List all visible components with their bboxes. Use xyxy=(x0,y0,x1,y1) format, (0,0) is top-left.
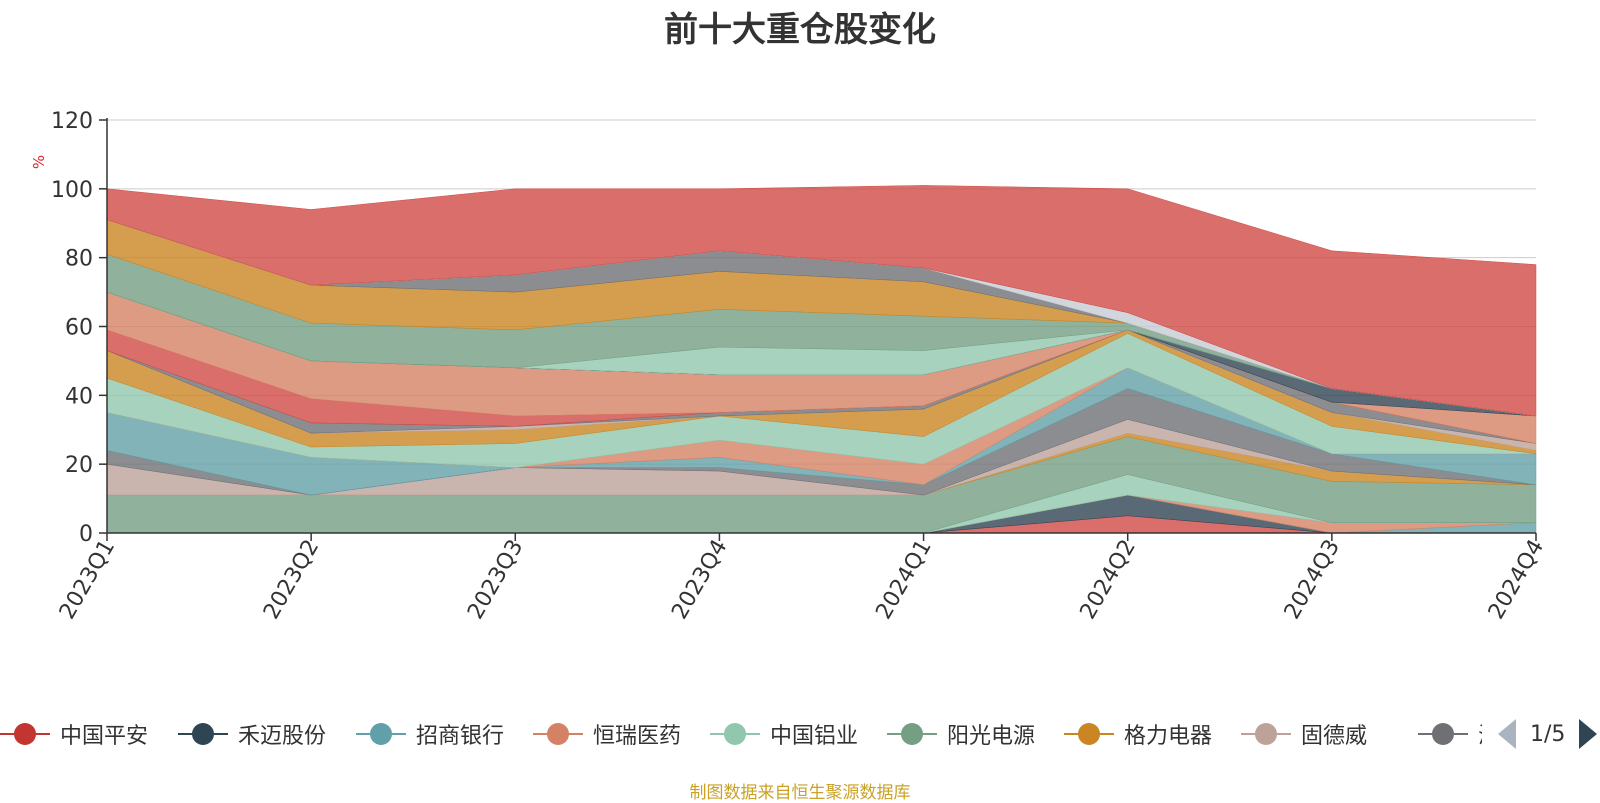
legend-marker-icon xyxy=(356,722,406,746)
legend-item[interactable]: 恒瑞医药 xyxy=(533,714,681,754)
y-tick-label-60: 60 xyxy=(65,316,93,341)
legend-pager: 1/5 xyxy=(1498,714,1598,754)
x-tick-label-2023Q2: 2023Q2 xyxy=(259,536,324,624)
legend-item[interactable]: 禾迈股份 xyxy=(178,714,326,754)
legend-marker-icon xyxy=(1418,722,1468,746)
legend: 中国平安 禾迈股份 招商银行 恒瑞医药 中国铝业 阳光电源 格力电器 固德威 海信 xyxy=(0,714,1482,754)
legend-label: 格力电器 xyxy=(1124,724,1213,749)
legend-label: 招商银行 xyxy=(416,724,505,749)
x-tick-label-2024Q1: 2024Q1 xyxy=(871,536,936,624)
legend-marker-icon xyxy=(178,722,228,746)
stacked-areas xyxy=(106,185,1537,534)
x-tick-label-2024Q2: 2024Q2 xyxy=(1076,536,1141,624)
area-series-24 xyxy=(106,185,1537,417)
legend-label: 恒瑞医药 xyxy=(593,724,682,749)
y-tick-label-120: 120 xyxy=(51,109,93,134)
legend-item[interactable]: 海信 xyxy=(1418,714,1482,754)
y-tick-label-20: 20 xyxy=(65,453,93,478)
legend-label: 海信 xyxy=(1478,718,1482,750)
legend-marker-icon xyxy=(0,722,50,746)
legend-marker-icon xyxy=(1241,722,1291,746)
legend-marker-icon xyxy=(1064,722,1114,746)
legend-item[interactable]: 招商银行 xyxy=(356,714,504,754)
y-tick-label-0: 0 xyxy=(79,522,93,547)
legend-prev-page-button[interactable] xyxy=(1498,719,1516,749)
legend-item[interactable]: 固德威 xyxy=(1241,714,1367,754)
legend-marker-icon xyxy=(533,722,583,746)
y-tick-label-40: 40 xyxy=(65,384,93,409)
legend-item[interactable]: 阳光电源 xyxy=(887,714,1035,754)
x-tick-label-2023Q4: 2023Q4 xyxy=(667,536,732,624)
x-tick-label-2024Q4: 2024Q4 xyxy=(1484,536,1549,624)
legend-label: 固德威 xyxy=(1301,724,1368,749)
legend-item[interactable]: 中国铝业 xyxy=(710,714,858,754)
legend-next-page-button[interactable] xyxy=(1579,719,1598,749)
source-note: 制图数据来自恒生聚源数据库 xyxy=(689,783,911,803)
y-axis-label: % xyxy=(30,155,48,169)
legend-item[interactable]: 格力电器 xyxy=(1064,714,1212,754)
legend-item[interactable]: 中国平安 xyxy=(0,714,148,754)
x-tick-label-2024Q3: 2024Q3 xyxy=(1280,536,1345,624)
legend-marker-icon xyxy=(887,722,937,746)
legend-label: 禾迈股份 xyxy=(238,724,327,749)
legend-label: 中国平安 xyxy=(60,724,149,749)
legend-label: 阳光电源 xyxy=(947,724,1036,749)
x-tick-label-2023Q1: 2023Q1 xyxy=(55,536,120,624)
x-tick-label-2023Q3: 2023Q3 xyxy=(463,536,528,624)
chart-title: 前十大重仓股变化 xyxy=(664,10,936,50)
legend-page-indicator: 1/5 xyxy=(1530,721,1566,747)
y-tick-label-100: 100 xyxy=(51,178,93,203)
legend-label: 中国铝业 xyxy=(770,724,859,749)
y-tick-label-80: 80 xyxy=(65,247,93,272)
legend-marker-icon xyxy=(710,722,760,746)
